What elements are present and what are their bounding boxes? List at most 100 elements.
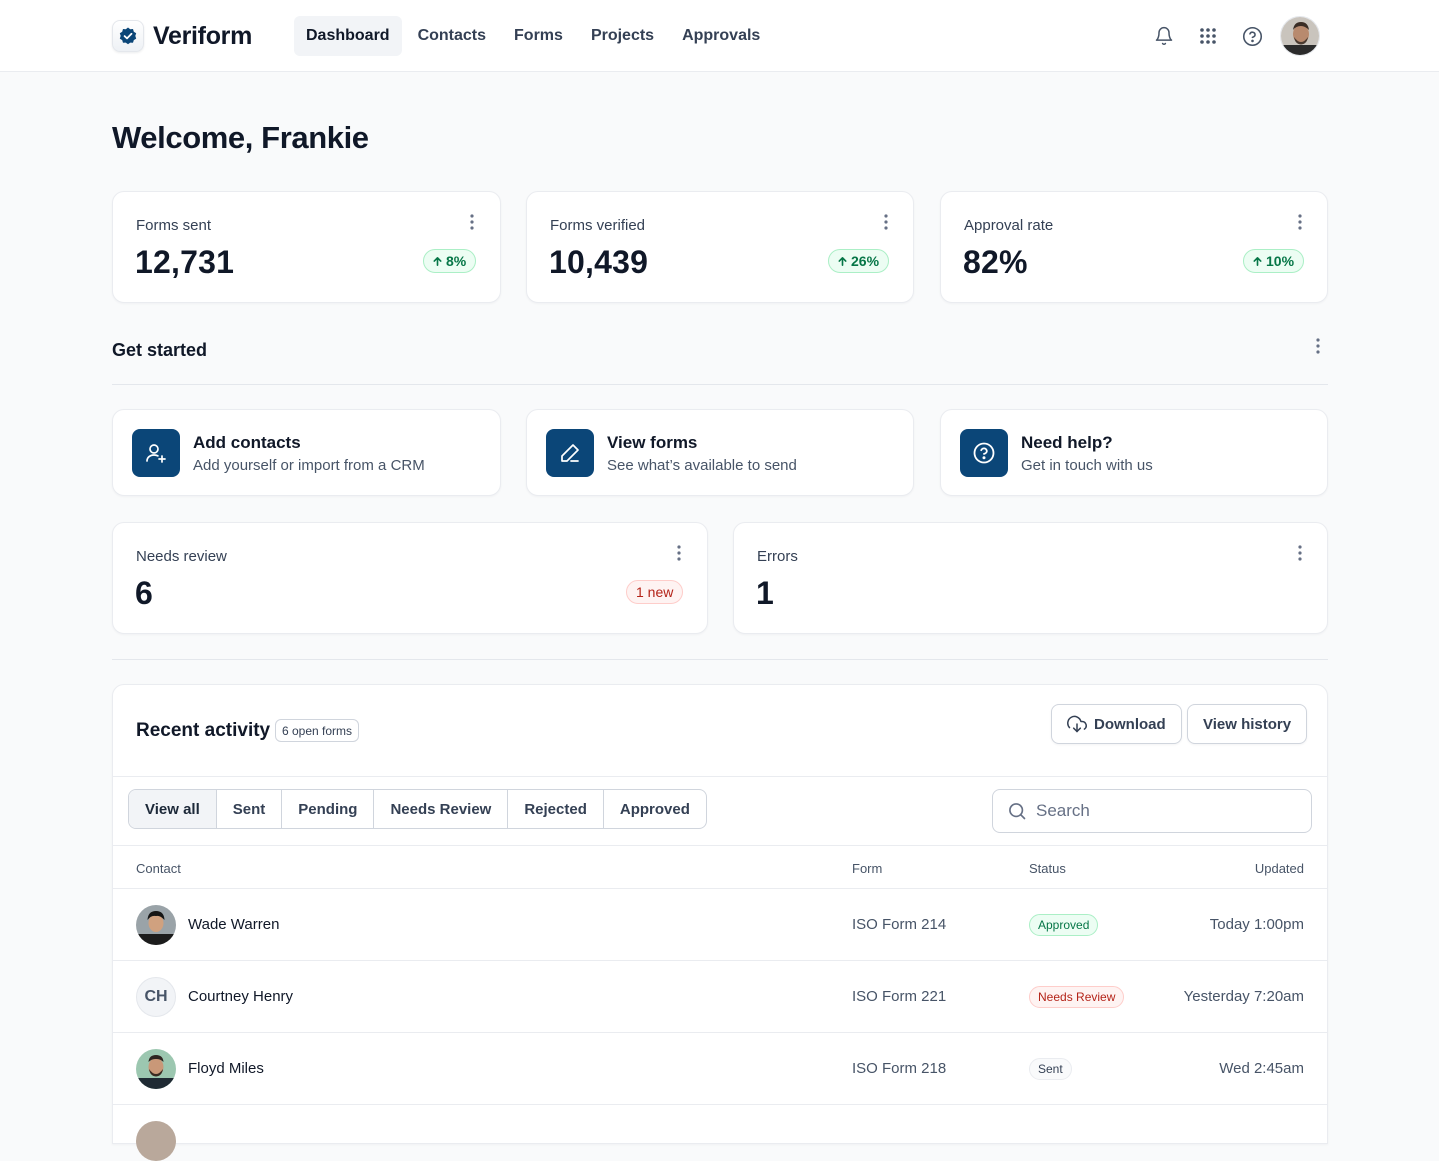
change-value: 26% [851,253,880,269]
contact-name[interactable]: Floyd Miles [188,1060,264,1077]
stat-value: 82% [963,244,1028,280]
form-name: ISO Form 214 [852,916,947,933]
arrow-up-icon [433,256,442,266]
status-filter-group: View all Sent Pending Needs Review Rejec… [128,789,707,829]
nav-dashboard[interactable]: Dashboard [294,16,402,56]
panel-divider [113,776,1327,777]
table-row[interactable]: CH Courtney Henry ISO Form 221 Needs Rev… [113,961,1327,1033]
more-vertical-icon[interactable] [669,543,689,563]
contact-initials-avatar: CH [136,977,176,1017]
contact-avatar [136,1121,176,1161]
stat-value: 6 [135,575,153,611]
column-header-updated[interactable]: Updated [1254,861,1304,876]
get-started-card-add-contacts[interactable]: Add contacts Add yourself or import from… [112,409,501,496]
bell-icon[interactable] [1152,24,1176,48]
stat-label: Needs review [136,548,227,565]
card-title: Add contacts [193,433,301,452]
more-vertical-icon[interactable] [1290,212,1310,232]
brand-name: Veriform [153,21,253,50]
more-vertical-icon[interactable] [876,212,896,232]
change-badge: 8% [423,249,477,273]
table-row[interactable]: Floyd Miles ISO Form 218 Sent Wed 2:45am [113,1033,1327,1105]
stat-card-forms-sent: Forms sent 12,731 8% [112,191,501,303]
main-nav: Dashboard Contacts Forms Projects Approv… [294,16,776,56]
card-title: View forms [607,433,698,452]
contact-name[interactable]: Wade Warren [188,916,280,933]
stat-label: Forms verified [550,217,646,234]
contact-avatar [136,905,176,945]
contact-avatar [136,1049,176,1089]
section-divider [112,659,1328,660]
needs-review-card: Needs review 6 1 new [112,522,708,634]
change-badge: 10% [1243,249,1305,273]
apps-grid-icon[interactable] [1196,24,1220,48]
table-row[interactable]: Wade Warren ISO Form 214 Approved Today … [113,889,1327,961]
stat-value: 1 [756,575,774,611]
search-box [992,789,1312,833]
get-started-card-need-help[interactable]: Need help? Get in touch with us [940,409,1328,496]
stat-label: Forms sent [136,217,212,234]
change-value: 8% [446,253,467,269]
stat-label: Errors [757,548,798,565]
open-forms-badge: 6 open forms [275,719,360,742]
page-title: Welcome, Frankie [112,120,369,155]
top-navigation-bar: Veriform Dashboard Contacts Forms Projec… [0,0,1439,72]
nav-forms[interactable]: Forms [514,27,563,44]
stat-value: 10,439 [549,244,649,280]
view-history-label: View history [1203,715,1292,733]
column-header-status[interactable]: Status [1029,861,1066,876]
more-vertical-icon[interactable] [462,212,482,232]
filter-view-all[interactable]: View all [129,790,217,828]
change-value: 10% [1266,253,1295,269]
card-subtitle: Get in touch with us [1021,457,1153,474]
get-started-card-view-forms[interactable]: View forms See what’s available to send [526,409,914,496]
stat-label: Approval rate [964,217,1054,234]
nav-contacts[interactable]: Contacts [417,27,487,44]
change-badge: 26% [828,249,890,273]
updated-time: Today 1:00pm [1209,916,1304,933]
filter-rejected[interactable]: Rejected [508,790,604,828]
status-badge: Needs Review [1029,986,1125,1008]
brand[interactable]: Veriform [112,18,252,54]
download-button[interactable]: Download [1051,704,1182,744]
recent-activity-panel: Recent activity 6 open forms Download Vi… [112,684,1328,1161]
filter-pending[interactable]: Pending [282,790,375,828]
help-circle-icon[interactable] [1240,24,1264,48]
stat-card-approval-rate: Approval rate 82% 10% [940,191,1328,303]
recent-activity-title: Recent activity [136,720,271,741]
filter-sent[interactable]: Sent [217,790,283,828]
filter-approved[interactable]: Approved [619,800,690,818]
filter-needs-review[interactable]: Needs Review [374,790,509,828]
arrow-up-icon [1253,256,1262,266]
cloud-download-icon [1067,715,1087,733]
search-input[interactable] [1036,801,1276,821]
arrow-up-icon [838,256,847,266]
column-header-form[interactable]: Form [852,861,883,876]
card-title: Need help? [1021,433,1113,452]
more-vertical-icon[interactable] [1308,336,1328,356]
logo-icon [112,20,144,52]
section-divider [112,384,1328,385]
download-label: Download [1094,715,1166,733]
table-header: Contact Form Status Updated [113,845,1327,889]
pen-icon [546,429,594,477]
card-subtitle: See what’s available to send [607,457,797,474]
stat-card-forms-verified: Forms verified 10,439 26% [526,191,914,303]
header-actions [1152,16,1320,56]
form-name: ISO Form 218 [852,1060,947,1077]
errors-card: Errors 1 [733,522,1328,634]
contact-name[interactable]: Courtney Henry [188,988,294,1005]
new-badge: 1 new [626,580,684,604]
stat-value: 12,731 [135,244,235,280]
nav-approvals[interactable]: Approvals [682,27,761,44]
help-circle-icon [960,429,1008,477]
column-header-contact[interactable]: Contact [136,861,181,876]
user-avatar[interactable] [1280,16,1320,56]
updated-time: Yesterday 7:20am [1183,988,1304,1005]
status-badge: Sent [1029,1058,1072,1080]
more-vertical-icon[interactable] [1290,543,1310,563]
search-icon [1009,803,1026,820]
view-history-button[interactable]: View history [1187,704,1308,744]
card-subtitle: Add yourself or import from a CRM [193,457,425,474]
nav-projects[interactable]: Projects [590,27,655,44]
